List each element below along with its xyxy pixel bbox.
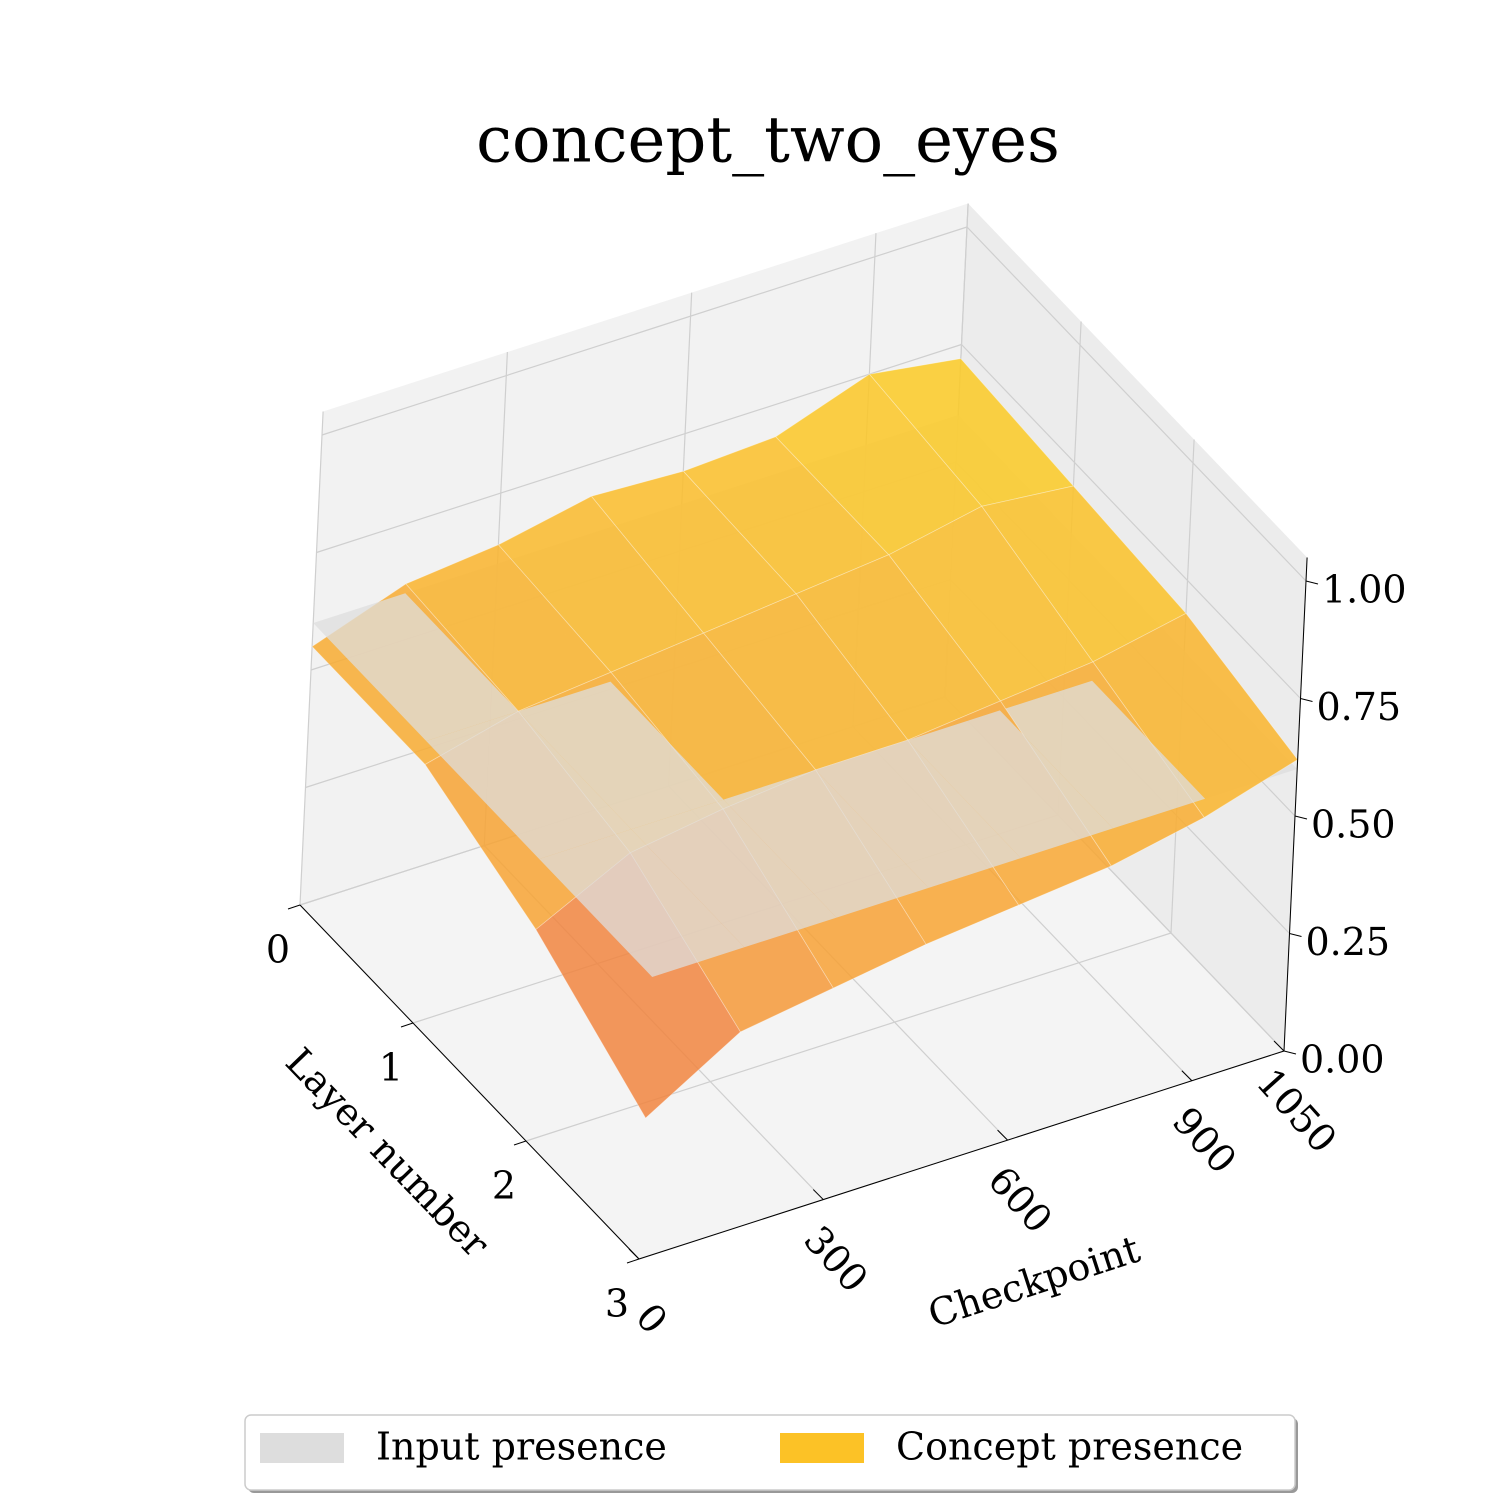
x-tick-label: 300 <box>795 1218 876 1301</box>
input-surface-face <box>518 681 724 830</box>
input-surface-face <box>815 740 1021 888</box>
checkpoint-axis <box>638 1050 1285 1260</box>
input-surface-face <box>426 711 632 859</box>
x-tick <box>997 1129 1008 1141</box>
z-tick <box>1294 815 1308 820</box>
grid-line <box>525 932 1172 1142</box>
input-surface-face <box>631 799 837 948</box>
legend: Input presence Concept presence <box>244 1414 1298 1493</box>
grid-line <box>961 344 1301 699</box>
grid-line <box>299 411 324 906</box>
y-tick-label: 3 <box>605 1282 629 1326</box>
input-surface-face <box>539 829 745 977</box>
x-tick-label: 0 <box>627 1295 676 1342</box>
input-surface-face <box>999 680 1206 829</box>
y-tick <box>626 1258 640 1264</box>
y-tick-label: 1 <box>379 1046 403 1090</box>
legend-box <box>244 1414 1296 1491</box>
legend-label: Concept presence <box>896 1425 1243 1469</box>
input-surface-face <box>723 769 929 918</box>
z-tick <box>1289 933 1302 937</box>
legend-swatch <box>780 1433 864 1463</box>
z-tick <box>1283 1050 1297 1055</box>
y-tick <box>400 1022 414 1028</box>
y-tick <box>287 904 301 910</box>
x-tick <box>1273 1040 1285 1052</box>
z-tick <box>1305 580 1319 585</box>
x-tick-label: 900 <box>1164 1099 1245 1182</box>
chart-title: concept_two_eyes <box>476 104 1060 178</box>
input-surface-face <box>907 710 1113 859</box>
y-tick <box>513 1140 527 1146</box>
y-tick-label: 0 <box>266 928 290 972</box>
x-tick-label: 600 <box>980 1158 1061 1241</box>
z-tick-label: 1.00 <box>1322 568 1407 612</box>
x-tick <box>812 1189 824 1200</box>
legend-label: Input presence <box>376 1425 667 1469</box>
z-axis <box>1283 557 1308 1052</box>
x-tick <box>1181 1070 1193 1082</box>
grid-line <box>316 343 962 554</box>
z-tick-label: 0.25 <box>1306 920 1391 964</box>
z-tick-label: 0.50 <box>1311 803 1396 847</box>
z-tick-label: 0.00 <box>1300 1038 1385 1082</box>
grid-line <box>321 226 968 436</box>
x-tick <box>628 1248 640 1260</box>
layer-axis <box>299 904 640 1260</box>
input-surface-face <box>313 593 519 741</box>
y-tick-label: 2 <box>492 1164 516 1208</box>
legend-swatch <box>260 1433 344 1463</box>
z-tick <box>1300 698 1313 702</box>
grid-line <box>966 226 1307 582</box>
x-axis-label: Checkpoint <box>923 1227 1145 1337</box>
z-tick-label: 0.75 <box>1317 685 1402 729</box>
